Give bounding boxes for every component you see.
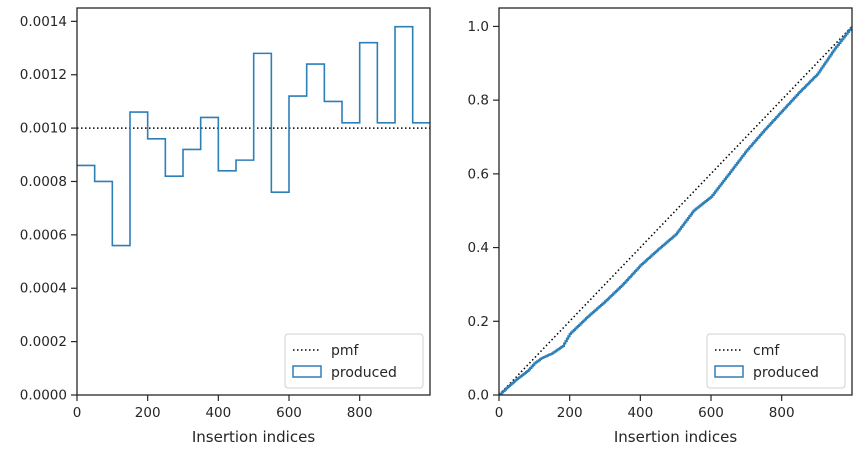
legend-box	[706, 333, 846, 389]
x-tick-label: 0	[495, 405, 504, 421]
y-tick-label: 0.0000	[20, 388, 67, 404]
y-tick-label: 0.0010	[20, 121, 67, 137]
series-produced-step	[499, 26, 852, 395]
legend-box	[284, 333, 424, 389]
y-tick-label: 0.8	[468, 93, 489, 109]
plot-area	[77, 25, 430, 247]
legend: pmf produced	[284, 333, 424, 389]
y-tick-label: 0.0004	[20, 281, 67, 297]
legend: cmf produced	[706, 333, 846, 389]
x-tick-label: 600	[698, 405, 724, 421]
chart-panel-1: 0 200 400 600 800 0.0000 0.0002 0.0004 0.0006 0.0…	[20, 7, 431, 446]
y-tick-label: 0.0	[468, 388, 489, 404]
x-tick-label: 800	[347, 405, 373, 421]
axes-frame	[76, 7, 431, 396]
y-tick-label: 0.0012	[20, 67, 67, 83]
y-tick-label: 0.0014	[20, 14, 67, 30]
x-tick-label: 400	[205, 405, 231, 421]
y-tick-label: 0.2	[468, 314, 489, 330]
chart-panel-2: 0 200 400 600 800 0.0 0.2 0.4 0.6 0.8 1.0 Insertion…	[468, 7, 853, 446]
x-tick-label: 0	[73, 405, 82, 421]
x-axis-label: Insertion indices	[192, 428, 315, 446]
plot-area	[499, 25, 852, 395]
x-tick-label: 400	[627, 405, 653, 421]
x-tick-label: 600	[276, 405, 302, 421]
legend-produced-swatch	[714, 365, 744, 378]
legend-produced-label: produced	[331, 365, 397, 381]
series-cmf-line	[499, 25, 852, 395]
legend-cmf-label: cmf	[753, 343, 780, 359]
y-tick-label: 0.4	[468, 240, 489, 256]
x-tick-label: 800	[769, 405, 795, 421]
legend-produced-swatch	[292, 365, 322, 378]
axes-frame	[498, 7, 853, 396]
y-tick-label: 0.0008	[20, 174, 67, 190]
x-tick-label: 200	[557, 405, 583, 421]
y-tick-label: 0.6	[468, 166, 489, 182]
y-tick-label: 1.0	[468, 19, 489, 35]
y-tick-label: 0.0002	[20, 334, 67, 350]
legend-produced-label: produced	[753, 365, 819, 381]
legend-pmf-label: pmf	[331, 343, 360, 359]
x-axis-label: Insertion indices	[614, 428, 737, 446]
y-tick-label: 0.0006	[20, 227, 67, 243]
series-produced-histogram	[77, 25, 430, 247]
x-tick-label: 200	[135, 405, 161, 421]
